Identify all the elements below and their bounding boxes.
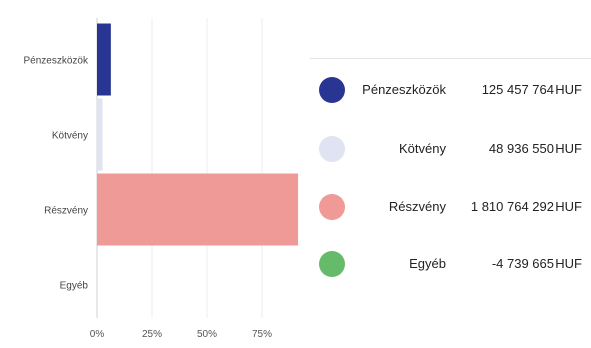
legend-divider	[310, 58, 591, 59]
legend-swatch-penzeszkozok	[319, 77, 345, 103]
legend-currency: HUF	[555, 256, 582, 271]
legend-panel: Pénzeszközök 125 457 764 HUF Kötvény 48 …	[310, 58, 591, 290]
x-tick-label: 50%	[197, 329, 217, 340]
legend-swatch-reszveny	[319, 194, 345, 220]
legend-value: 48 936 550	[488, 141, 554, 156]
legend-item-kotveny: Kötvény 48 936 550 HUF	[310, 134, 591, 164]
x-tick-label: 25%	[142, 329, 162, 340]
legend-currency: HUF	[555, 141, 582, 156]
bar	[97, 98, 103, 171]
legend-swatch-egyeb	[319, 251, 345, 277]
legend-currency: HUF	[555, 199, 582, 214]
bar	[97, 23, 111, 96]
category-label: Részvény	[44, 206, 88, 217]
x-tick-label: 75%	[252, 329, 272, 340]
legend-label: Kötvény	[399, 141, 446, 156]
legend-value: 125 457 764	[481, 82, 554, 97]
legend-item-reszveny: Részvény 1 810 764 292 HUF	[310, 192, 591, 222]
category-label: Egyéb	[60, 281, 89, 292]
legend-item-penzeszkozok: Pénzeszközök 125 457 764 HUF	[310, 75, 591, 105]
legend-value: 1 810 764 292	[470, 199, 554, 214]
legend-value: -4 739 665	[491, 256, 554, 271]
legend-item-egyeb: Egyéb -4 739 665 HUF	[310, 249, 591, 279]
category-label: Pénzeszközök	[24, 56, 89, 67]
legend-label: Részvény	[388, 199, 446, 214]
bar	[97, 173, 299, 246]
category-label: Kötvény	[52, 131, 88, 142]
legend-swatch-kotveny	[319, 136, 345, 162]
legend-label: Pénzeszközök	[362, 82, 446, 97]
x-tick-label: 0%	[90, 329, 105, 340]
legend-currency: HUF	[555, 82, 582, 97]
legend-label: Egyéb	[409, 256, 446, 271]
